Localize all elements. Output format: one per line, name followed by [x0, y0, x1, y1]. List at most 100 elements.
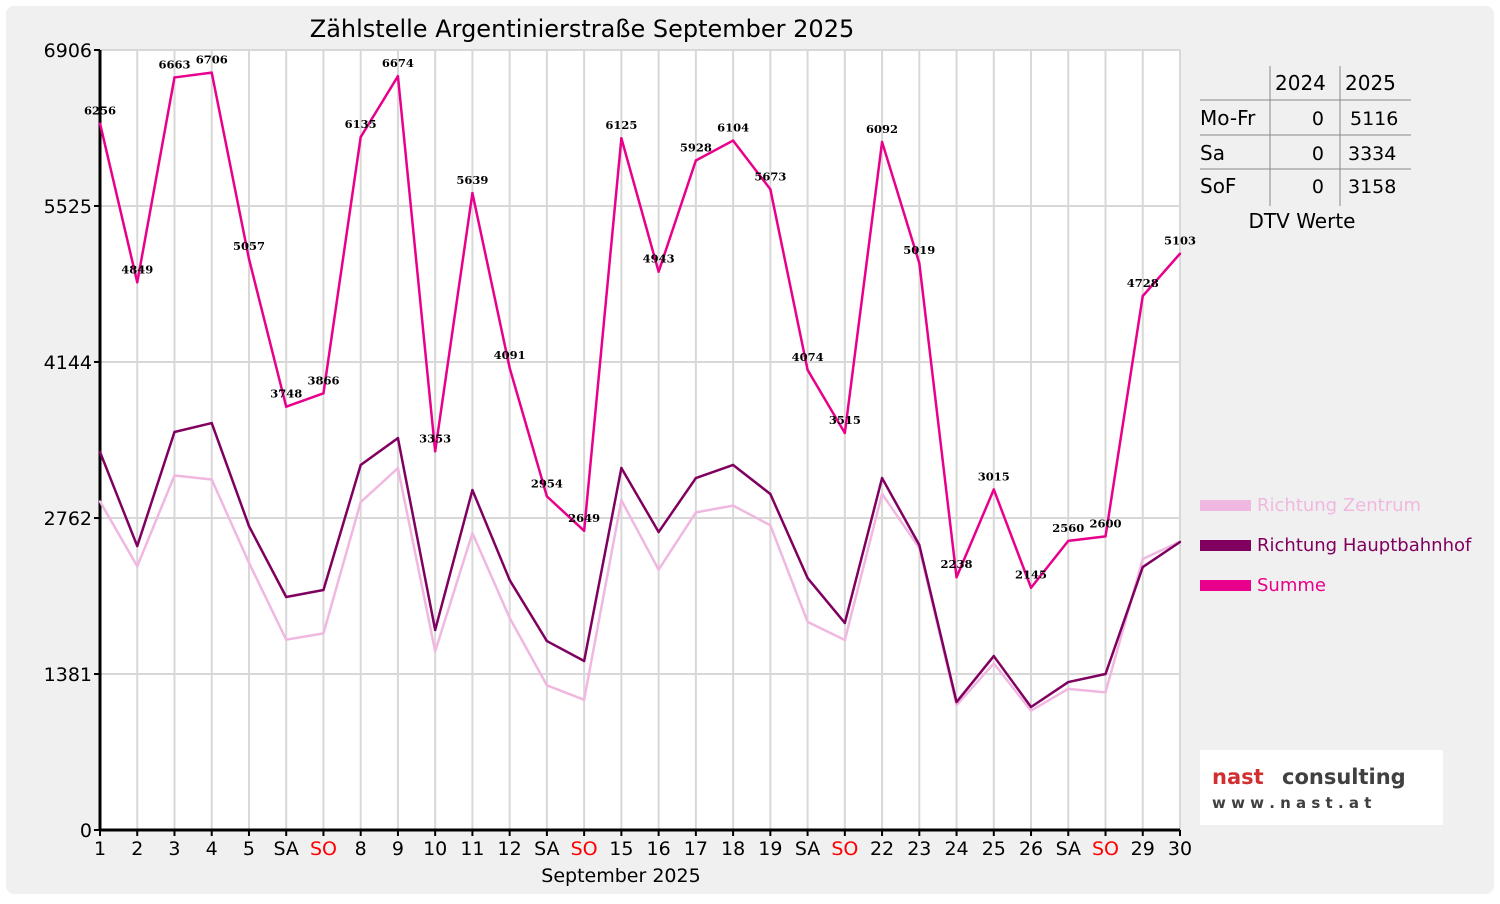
data-point-summe [769, 188, 772, 191]
data-point-summe [657, 270, 660, 273]
nast-logo: nast consulting w w w . n a s t . a t [1200, 750, 1443, 825]
data-point-richtung-zentrum [136, 565, 139, 568]
data-label: 5673 [754, 169, 786, 183]
table-cell: 5116 [1350, 108, 1398, 130]
data-point-summe [322, 392, 325, 395]
series-line-summe [98, 71, 1181, 589]
x-tick-label: 12 [498, 838, 522, 860]
data-label: 4943 [643, 252, 675, 266]
chart-title: Zählstelle Argentinierstraße September 2… [310, 15, 854, 43]
data-point-richtung-hauptbahnhof [136, 544, 139, 548]
x-tick-label: 3 [168, 838, 180, 860]
x-tick-label: 5 [243, 838, 255, 860]
data-point-richtung-hauptbahnhof [769, 492, 772, 496]
y-tick-label: 0 [80, 820, 92, 842]
data-label: 5639 [456, 173, 488, 187]
y-tick-label: 2762 [44, 508, 92, 530]
data-point-summe [955, 576, 958, 579]
legend: Richtung Zentrum Richtung Hauptbahnhof Sum… [1200, 495, 1472, 596]
data-point-richtung-hauptbahnhof [843, 621, 847, 625]
table-row-label: SoF [1200, 174, 1236, 198]
data-point-summe [359, 135, 362, 139]
data-point-summe [285, 405, 288, 408]
data-point-summe [582, 529, 586, 533]
x-tick-label: SA [534, 838, 559, 860]
data-point-richtung-zentrum [880, 492, 884, 496]
data-label: 3015 [978, 469, 1010, 483]
data-point-summe [806, 368, 809, 372]
logo-name-dark: consulting [1282, 765, 1406, 789]
legend-label-richtung-hauptbahnhof: Richtung Hauptbahnhof [1257, 535, 1472, 556]
data-label: 4074 [792, 350, 824, 364]
x-tick-label: 24 [944, 838, 968, 860]
data-point-richtung-hauptbahnhof [1067, 680, 1070, 684]
data-point-summe [433, 450, 437, 453]
data-point-richtung-hauptbahnhof [582, 659, 586, 663]
data-point-summe [471, 191, 474, 195]
data-point-richtung-hauptbahnhof [694, 476, 698, 480]
data-point-summe [508, 366, 511, 370]
x-tick-label: SA [273, 838, 298, 860]
x-tick-label: 8 [355, 838, 367, 860]
data-point-richtung-zentrum [545, 684, 549, 687]
data-point-richtung-hauptbahnhof [992, 654, 995, 658]
x-tick-label: 30 [1168, 838, 1192, 860]
data-point-richtung-zentrum [247, 561, 251, 564]
data-label: 6104 [717, 121, 749, 135]
y-tick-label: 1381 [44, 664, 92, 686]
data-point-richtung-hauptbahnhof [285, 595, 288, 599]
data-point-richtung-zentrum [955, 703, 958, 707]
data-label: 2560 [1052, 521, 1084, 535]
x-tick-label: 19 [758, 838, 782, 860]
legend-label-richtung-zentrum: Richtung Zentrum [1257, 495, 1421, 516]
data-point-summe [396, 75, 400, 78]
data-label: 6706 [196, 53, 228, 67]
x-tick-label: 29 [1131, 838, 1155, 860]
data-point-richtung-hauptbahnhof [247, 524, 251, 528]
data-point-richtung-hauptbahnhof [433, 628, 437, 632]
data-point-summe [1141, 294, 1144, 298]
data-point-summe [694, 159, 698, 162]
data-point-richtung-zentrum [992, 662, 995, 665]
data-point-richtung-zentrum [285, 638, 288, 641]
data-point-summe [1104, 535, 1107, 538]
legend-swatch-summe [1200, 580, 1251, 591]
data-label: 2145 [1015, 568, 1047, 582]
x-tick-label: 4 [206, 838, 218, 860]
data-point-richtung-zentrum [694, 511, 698, 514]
x-tick-label: 23 [907, 838, 931, 860]
data-label: 4091 [494, 348, 526, 362]
data-point-richtung-zentrum [471, 531, 474, 535]
data-point-richtung-hauptbahnhof [173, 430, 176, 434]
data-label: 5019 [903, 243, 935, 257]
data-point-richtung-hauptbahnhof [1178, 540, 1182, 544]
dtv-table: 2024 2025 Mo-Fr 0 5116 Sa 0 3334 SoF 0 3… [1200, 66, 1411, 233]
data-point-summe [136, 281, 139, 284]
x-tick-label: 25 [982, 838, 1006, 860]
data-point-richtung-hauptbahnhof [508, 578, 511, 582]
data-label: 3748 [270, 387, 302, 401]
x-tick-label: SA [795, 838, 820, 860]
table-cell: 0 [1312, 176, 1324, 198]
series-group [98, 71, 1182, 712]
data-point-summe [992, 488, 995, 491]
logo-background [1200, 750, 1443, 825]
data-point-richtung-hauptbahnhof [396, 436, 400, 440]
data-label: 6663 [158, 57, 190, 71]
data-point-richtung-zentrum [1067, 687, 1070, 691]
data-label: 2238 [941, 557, 973, 571]
data-label: 2600 [1090, 516, 1122, 530]
y-tick-label: 6906 [44, 40, 92, 62]
data-point-richtung-zentrum [210, 478, 213, 481]
data-point-richtung-hauptbahnhof [210, 421, 213, 425]
data-point-richtung-zentrum [396, 466, 400, 470]
data-point-summe [880, 140, 884, 144]
x-tick-label: 22 [870, 838, 894, 860]
data-point-richtung-hauptbahnhof [1104, 672, 1107, 676]
data-point-summe [918, 261, 921, 265]
data-point-summe [1029, 586, 1033, 589]
data-point-richtung-zentrum [173, 474, 176, 477]
data-label: 2954 [531, 476, 563, 490]
